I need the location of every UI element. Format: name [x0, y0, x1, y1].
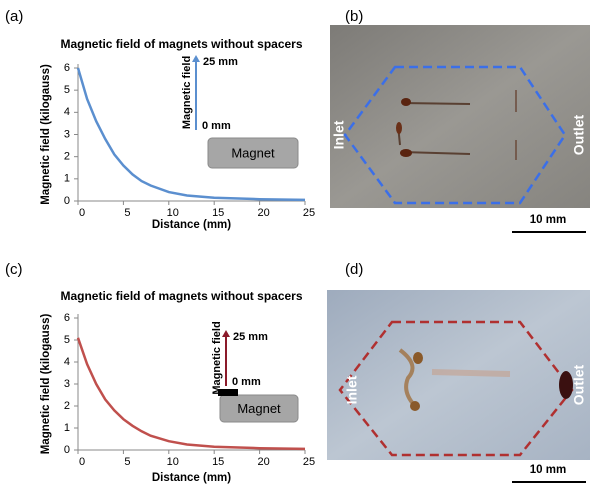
- inlet-label: Inlet: [344, 375, 360, 404]
- inlet-label: Inlet: [331, 120, 347, 149]
- y-tick-label: 6: [64, 62, 70, 74]
- x-axis-label: Distance (mm): [152, 472, 231, 484]
- top-label: 25 mm: [203, 56, 238, 68]
- photo: Inlet Outlet 10 mm: [327, 290, 590, 483]
- panel-label: (c): [5, 261, 23, 278]
- magnet: [207, 137, 299, 169]
- y-tick-label: 3: [64, 128, 70, 140]
- x-tick-label: 5: [124, 456, 130, 468]
- x-tick-label: 20: [257, 456, 269, 468]
- arrow-head: [192, 55, 200, 62]
- magnet-label: Magnet: [231, 145, 275, 160]
- chart-title: Magnetic field of magnets without spacer…: [60, 289, 302, 303]
- x-tick-label: 0: [79, 207, 85, 219]
- x-tick-label: 15: [212, 207, 224, 219]
- y-axis-label: Magnetic field (kilogauss): [40, 314, 52, 455]
- arrow-label: Magnetic field: [211, 321, 223, 394]
- arrow-label: Magnetic field: [181, 56, 193, 129]
- y-tick-label: 0: [64, 444, 70, 456]
- y-tick-label: 5: [64, 334, 70, 346]
- x-tick-label: 25: [303, 207, 315, 219]
- y-tick-label: 4: [64, 106, 70, 118]
- arrow-head: [222, 330, 230, 337]
- y-tick-label: 2: [64, 400, 70, 412]
- chart-title: Magnetic field of magnets without spacer…: [60, 37, 302, 51]
- outlet-label: Outlet: [571, 364, 587, 405]
- outlet-label: Outlet: [571, 114, 587, 155]
- x-tick-label: 25: [303, 456, 315, 468]
- y-tick-label: 1: [64, 173, 70, 185]
- x-tick-label: 10: [167, 456, 179, 468]
- y-tick-label: 2: [64, 151, 70, 163]
- y-axis-label: Magnetic field (kilogauss): [40, 64, 52, 205]
- data-line: [76, 67, 306, 202]
- spacer: [218, 389, 238, 396]
- y-tick-label: 1: [64, 422, 70, 434]
- data-line: [76, 337, 306, 451]
- x-tick-label: 0: [79, 456, 85, 468]
- bottom-label: 0 mm: [232, 376, 261, 388]
- photo: Inlet Outlet 10 mm: [330, 25, 590, 233]
- y-tick-label: 5: [64, 84, 70, 96]
- y-tick-label: 6: [64, 312, 70, 324]
- panel-label: (d): [345, 261, 363, 278]
- x-tick-label: 15: [212, 456, 224, 468]
- bottom-label: 0 mm: [202, 120, 231, 132]
- magnet-label: Magnet: [237, 401, 281, 416]
- panel-label: (a): [5, 8, 23, 25]
- panel-label: (b): [345, 8, 363, 25]
- y-tick-label: 0: [64, 195, 70, 207]
- magnet: [219, 394, 299, 423]
- x-tick-label: 10: [167, 207, 179, 219]
- x-tick-label: 5: [124, 207, 130, 219]
- x-tick-label: 20: [257, 207, 269, 219]
- y-tick-label: 4: [64, 356, 70, 368]
- scale-bar-label: 10 mm: [530, 214, 566, 226]
- x-axis-label: Distance (mm): [152, 219, 231, 231]
- top-label: 25 mm: [233, 331, 268, 343]
- scale-bar-label: 10 mm: [530, 464, 566, 476]
- y-tick-label: 3: [64, 378, 70, 390]
